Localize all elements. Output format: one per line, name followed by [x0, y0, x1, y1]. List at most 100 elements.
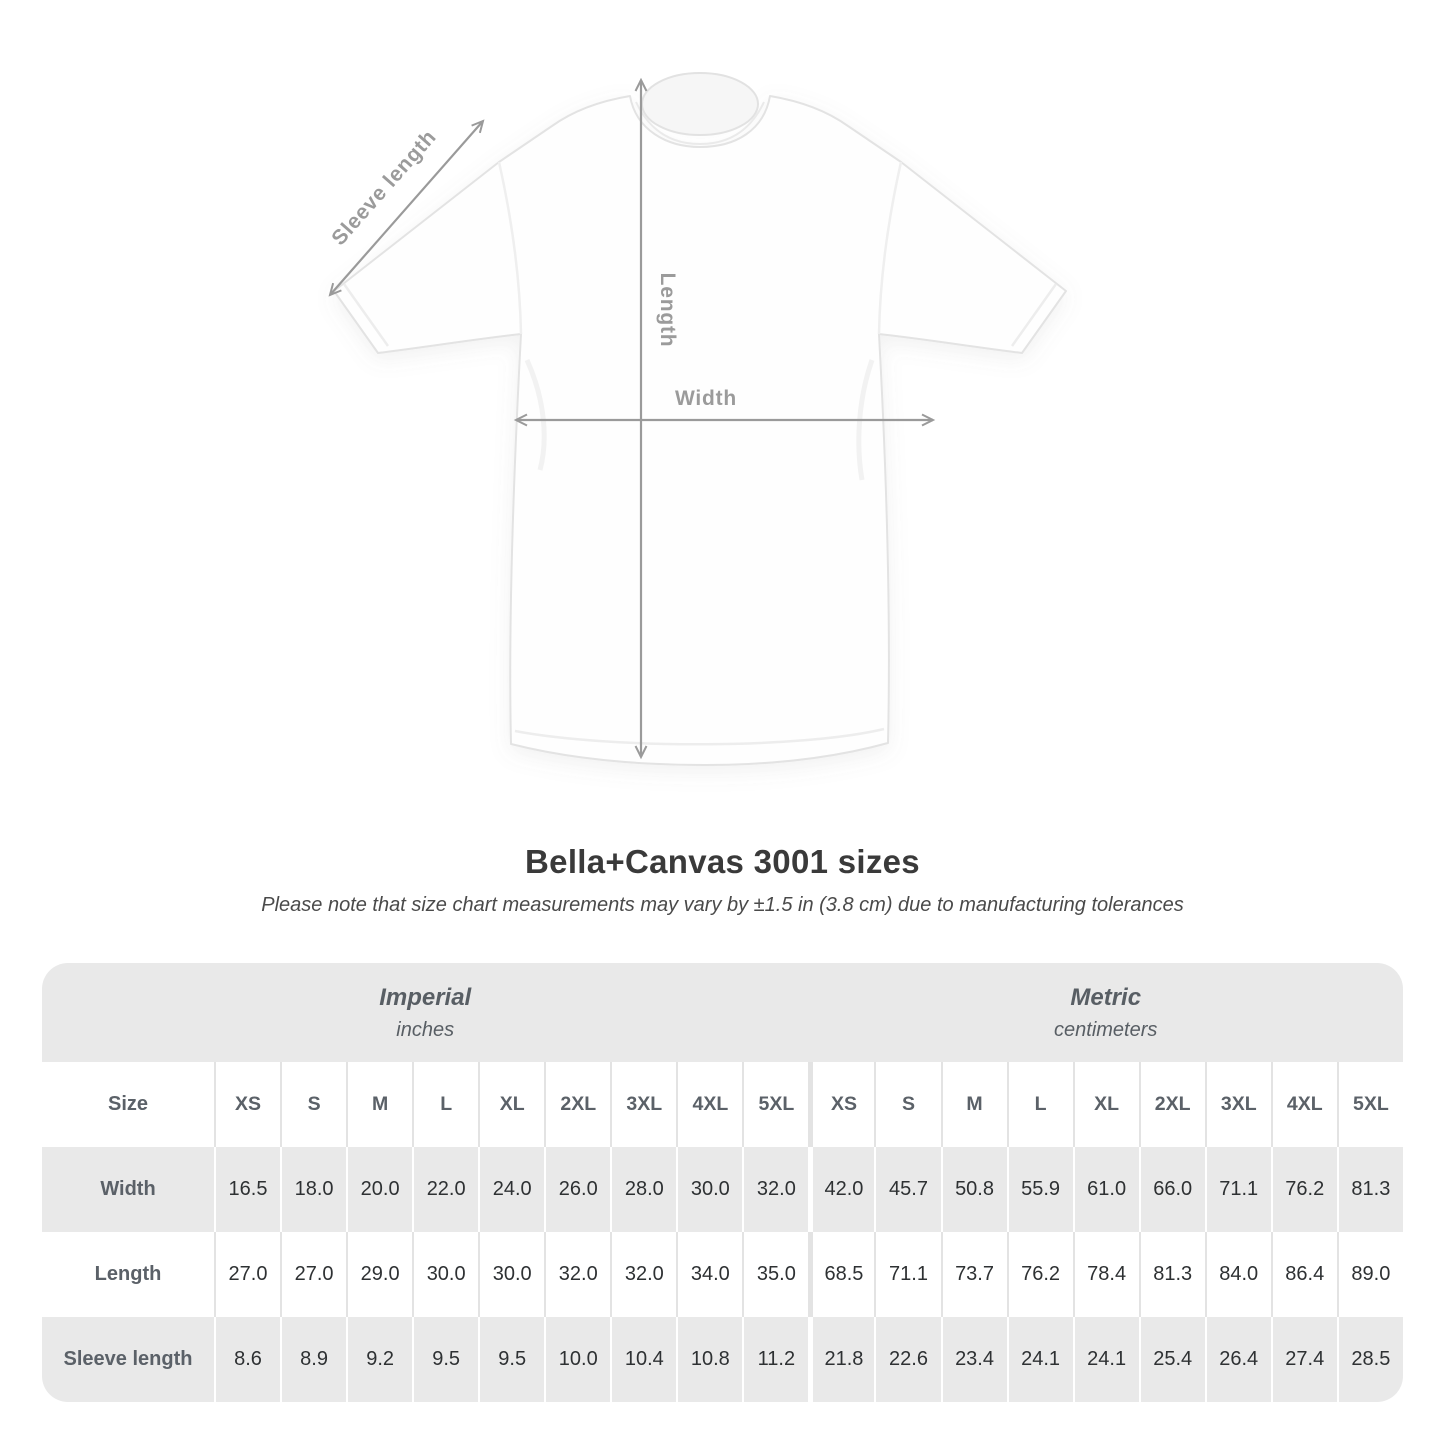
value-cell: 28.0: [610, 1147, 677, 1232]
size-col-header: 4XL: [1270, 1062, 1337, 1147]
tshirt-graphic: [333, 72, 1067, 766]
tshirt-measurement-diagram: Sleeve length Length Width: [327, 72, 1067, 766]
value-cell: 27.0: [214, 1232, 281, 1317]
value-cell: 35.0: [742, 1232, 809, 1317]
value-cell: 26.0: [544, 1147, 611, 1232]
unit-header-metric: Metric centimeters: [808, 963, 1403, 1062]
page-title: Bella+Canvas 3001 sizes: [525, 843, 920, 880]
imperial-name: Imperial: [379, 983, 472, 1011]
value-cell: 71.1: [1204, 1147, 1271, 1232]
row-label: Width: [42, 1147, 214, 1232]
size-col-header: M: [346, 1062, 413, 1147]
size-col-header: 5XL: [1336, 1062, 1403, 1147]
size-col-header: 5XL: [742, 1062, 809, 1147]
length-label: Length: [656, 273, 679, 348]
size-col-header: 2XL: [1138, 1062, 1205, 1147]
left-armhole-seam: [497, 161, 523, 335]
value-cell: 78.4: [1072, 1232, 1139, 1317]
size-col-header: S: [874, 1062, 941, 1147]
size-table: Imperial inches Metric centimeters Size …: [42, 963, 1403, 1402]
value-cell: 84.0: [1204, 1232, 1271, 1317]
page-subtitle: Please note that size chart measurements…: [261, 894, 1184, 916]
size-col-header: S: [280, 1062, 347, 1147]
value-cell: 8.9: [280, 1317, 347, 1402]
value-cell: 27.0: [280, 1232, 347, 1317]
value-cell: 89.0: [1336, 1232, 1403, 1317]
value-cell: 16.5: [214, 1147, 281, 1232]
value-cell: 55.9: [1006, 1147, 1073, 1232]
value-cell: 76.2: [1270, 1147, 1337, 1232]
row-length: Length 27.0 27.0 29.0 30.0 30.0 32.0 32.…: [42, 1232, 1403, 1317]
value-cell: 18.0: [280, 1147, 347, 1232]
value-cell: 29.0: [346, 1232, 413, 1317]
value-cell: 22.0: [412, 1147, 479, 1232]
width-label: Width: [675, 387, 737, 410]
value-cell: 9.5: [478, 1317, 545, 1402]
size-col-header: 3XL: [610, 1062, 677, 1147]
unit-header-imperial: Imperial inches: [42, 963, 809, 1062]
value-cell: 10.8: [676, 1317, 743, 1402]
value-cell: 81.3: [1138, 1232, 1205, 1317]
value-cell: 21.8: [808, 1317, 875, 1402]
value-cell: 68.5: [808, 1232, 875, 1317]
size-col-header: XL: [1072, 1062, 1139, 1147]
size-col-header: XS: [808, 1062, 875, 1147]
size-col-header: 2XL: [544, 1062, 611, 1147]
value-cell: 32.0: [610, 1232, 677, 1317]
row-width: Width 16.5 18.0 20.0 22.0 24.0 26.0 28.0…: [42, 1147, 1403, 1232]
value-cell: 30.0: [412, 1232, 479, 1317]
right-armhole-seam: [877, 161, 903, 335]
value-cell: 81.3: [1336, 1147, 1403, 1232]
value-cell: 22.6: [874, 1317, 941, 1402]
value-cell: 11.2: [742, 1317, 809, 1402]
value-cell: 27.4: [1270, 1317, 1337, 1402]
value-cell: 9.5: [412, 1317, 479, 1402]
sleeve-length-arrow: [328, 119, 485, 297]
value-cell: 71.1: [874, 1232, 941, 1317]
value-cell: 10.0: [544, 1317, 611, 1402]
value-cell: 86.4: [1270, 1232, 1337, 1317]
size-col-header: XL: [478, 1062, 545, 1147]
size-corner-label: Size: [42, 1062, 214, 1147]
value-cell: 24.1: [1072, 1317, 1139, 1402]
value-cell: 61.0: [1072, 1147, 1139, 1232]
imperial-unit: inches: [396, 1018, 455, 1041]
value-cell: 26.4: [1204, 1317, 1271, 1402]
value-cell: 25.4: [1138, 1317, 1205, 1402]
size-col-header: L: [412, 1062, 479, 1147]
row-label: Sleeve length: [42, 1317, 214, 1402]
value-cell: 30.0: [478, 1232, 545, 1317]
size-col-header: 4XL: [676, 1062, 743, 1147]
row-sleeve-length: Sleeve length 8.6 8.9 9.2 9.5 9.5 10.0 1…: [42, 1317, 1403, 1402]
value-cell: 30.0: [676, 1147, 743, 1232]
value-cell: 8.6: [214, 1317, 281, 1402]
size-col-header: L: [1006, 1062, 1073, 1147]
metric-name: Metric: [1070, 983, 1142, 1011]
value-cell: 76.2: [1006, 1232, 1073, 1317]
collar-seam: [635, 101, 765, 146]
value-cell: 32.0: [742, 1147, 809, 1232]
metric-unit: centimeters: [1054, 1018, 1158, 1041]
size-header-row: Size XS S M L XL 2XL 3XL 4XL 5XL XS S M …: [42, 1062, 1403, 1147]
value-cell: 73.7: [940, 1232, 1007, 1317]
size-col-header: M: [940, 1062, 1007, 1147]
value-cell: 20.0: [346, 1147, 413, 1232]
value-cell: 34.0: [676, 1232, 743, 1317]
value-cell: 28.5: [1336, 1317, 1403, 1402]
unit-header-row: Imperial inches Metric centimeters: [42, 963, 1403, 1062]
value-cell: 9.2: [346, 1317, 413, 1402]
value-cell: 66.0: [1138, 1147, 1205, 1232]
value-cell: 24.1: [1006, 1317, 1073, 1402]
right-cuff-stitch: [1010, 283, 1058, 347]
size-col-header: XS: [214, 1062, 281, 1147]
value-cell: 45.7: [874, 1147, 941, 1232]
value-cell: 42.0: [808, 1147, 875, 1232]
value-cell: 10.4: [610, 1317, 677, 1402]
value-cell: 32.0: [544, 1232, 611, 1317]
value-cell: 50.8: [940, 1147, 1007, 1232]
value-cell: 24.0: [478, 1147, 545, 1232]
value-cell: 23.4: [940, 1317, 1007, 1402]
collar-opening: [641, 72, 759, 136]
size-col-header: 3XL: [1204, 1062, 1271, 1147]
